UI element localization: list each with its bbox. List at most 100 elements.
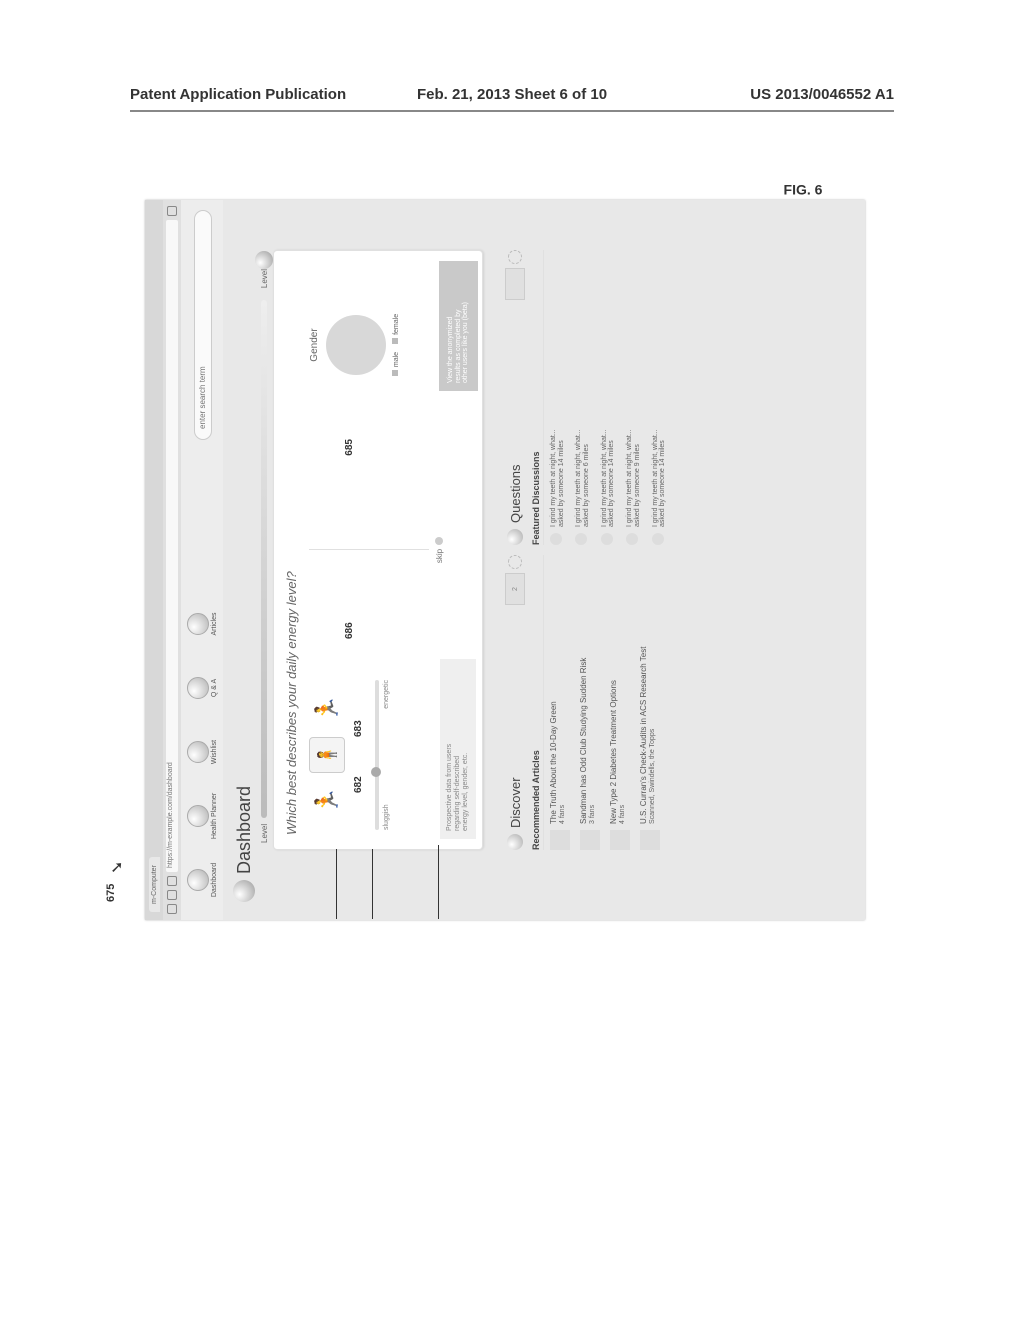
ref-686: 686	[344, 622, 355, 639]
question-text: I grind my teeth at night, what... asked…	[550, 429, 565, 527]
article-item[interactable]: U.S. Curran's Check-Audits in ACS Resear…	[640, 555, 660, 850]
article-title: Sandman has Odd Club Studying Sudden Ris…	[580, 658, 589, 824]
question-avatar	[575, 533, 587, 545]
level-label-left: Level	[260, 824, 269, 843]
energy-glyph-right[interactable]: 🏃	[309, 691, 345, 727]
energy-glyph-row: 🏃 🧍 🏃 682 683	[309, 675, 345, 835]
health-planner-icon	[187, 805, 209, 827]
ref-679-line	[372, 849, 373, 919]
energy-column: 🏃 🧍 🏃 682 683 686	[309, 675, 390, 835]
search-input[interactable]	[194, 210, 212, 440]
discover-gear-icon[interactable]	[508, 555, 522, 569]
question-meta: asked by someone 14 miles	[659, 429, 667, 527]
energy-glyph-left[interactable]: 🏃	[309, 783, 345, 819]
browser-tabbar: m-Computer	[145, 200, 163, 920]
article-item[interactable]: The Truth About the 10-Day Green 4 fans	[550, 555, 570, 850]
energy-glyph-center[interactable]: 🧍	[309, 737, 345, 773]
bookmark-icon[interactable]	[167, 206, 177, 216]
inset-line: Prospective data from users	[446, 667, 454, 831]
quiz-row: 🏃 🧍 🏃 682 683 686	[309, 265, 429, 835]
dashboard-title-icon	[233, 880, 255, 902]
nav-label: Articles	[211, 613, 218, 636]
nav-health-planner[interactable]: Health Planner	[187, 786, 218, 846]
vertical-divider	[309, 550, 429, 551]
article-thumb	[550, 830, 570, 850]
nav-label: Dashboard	[211, 863, 218, 897]
wishlist-icon	[187, 741, 209, 763]
address-bar: https://m-example.com/dashboard	[163, 200, 181, 920]
questions-title: Questions	[508, 464, 523, 523]
question-item[interactable]: I grind my teeth at night, what... asked…	[626, 250, 641, 545]
level-track[interactable]	[261, 300, 267, 818]
article-title: New Type 2 Diabetes Treatment Options	[610, 680, 619, 824]
header-right: US 2013/0046552 A1	[750, 86, 894, 103]
discover-title-group: Discover	[507, 777, 523, 850]
questions-icon	[507, 529, 523, 545]
question-item[interactable]: I grind my teeth at night, what... asked…	[652, 250, 667, 545]
question-title: I grind my teeth at night, what...	[652, 429, 660, 527]
questions-subhead: Featured Discussions	[531, 250, 544, 545]
nav-qa[interactable]: Q & A	[187, 658, 218, 718]
question-item[interactable]: I grind my teeth at night, what... asked…	[575, 250, 590, 545]
dashboard-title-row: Dashboard	[233, 210, 255, 902]
back-icon[interactable]	[167, 904, 177, 914]
nav-dashboard[interactable]: Dashboard	[187, 850, 218, 910]
ref-680-line	[336, 849, 337, 919]
dashboard-title: Dashboard	[234, 786, 255, 874]
article-text: U.S. Curran's Check-Audits in ACS Resear…	[640, 647, 660, 824]
inset-line: energy level, gender, etc.	[462, 667, 470, 831]
questions-gear-icon[interactable]	[508, 250, 522, 264]
nav-wishlist[interactable]: Wishlist	[187, 722, 218, 782]
article-item[interactable]: New Type 2 Diabetes Treatment Options 4 …	[610, 555, 630, 850]
gender-legend: male female	[392, 314, 400, 376]
content-area: 677 Dashboard Level Level Which best des…	[223, 200, 685, 920]
reload-icon[interactable]	[167, 876, 177, 886]
ref-678-line	[438, 845, 439, 919]
question-title: I grind my teeth at night, what...	[626, 429, 634, 527]
gender-column: 685 Gender male female	[309, 265, 400, 425]
callout-line: View the anonymized	[447, 269, 455, 383]
questions-panel: Questions Featured Discussions I grind m…	[505, 250, 677, 545]
article-item[interactable]: Sandman has Odd Club Studying Sudden Ris…	[580, 555, 600, 850]
swatch-female	[392, 338, 398, 344]
question-meta: asked by someone 14 miles	[558, 429, 566, 527]
callout-line: other users like you (beta)	[462, 269, 470, 383]
discover-icon	[507, 834, 523, 850]
nav-label: Q & A	[211, 679, 218, 697]
figure-caption: FIG. 6	[784, 181, 823, 197]
article-title: U.S. Curran's Check-Audits in ACS Resear…	[640, 647, 649, 824]
skip-next-icon[interactable]	[435, 537, 443, 545]
article-title: The Truth About the 10-Day Green	[550, 701, 559, 824]
article-text: Sandman has Odd Club Studying Sudden Ris…	[580, 658, 600, 824]
header-center: Feb. 21, 2013 Sheet 6 of 10	[417, 86, 607, 103]
ref-685: 685	[344, 439, 355, 456]
nav-label: Wishlist	[211, 740, 218, 764]
articles-icon	[187, 613, 209, 635]
ref-682: 682	[353, 776, 364, 793]
energy-slider[interactable]	[375, 680, 379, 830]
figure-wrapper: 675 ➘ m-Computer https://m-example.com/d…	[145, 200, 865, 920]
question-item[interactable]: I grind my teeth at night, what... asked…	[601, 250, 616, 545]
slider-max: energetic	[383, 680, 390, 709]
ref-675-arrow: ➘	[107, 861, 127, 874]
article-thumb	[580, 830, 600, 850]
discover-panel: Discover 2 Recommended Articles The Trut…	[505, 555, 677, 850]
forward-icon[interactable]	[167, 890, 177, 900]
callout-line: results as completed by	[455, 269, 463, 383]
question-text: I grind my teeth at night, what... asked…	[575, 429, 590, 527]
level-label-right: Level	[260, 269, 269, 288]
patent-header: Patent Application Publication Feb. 21, …	[130, 86, 894, 103]
questions-head: Questions	[505, 250, 525, 545]
url-field[interactable]: https://m-example.com/dashboard	[166, 220, 178, 872]
article-sub: 4 fans	[559, 701, 567, 824]
article-sub: 3 fans	[589, 658, 597, 824]
question-item[interactable]: I grind my teeth at night, what... asked…	[550, 250, 565, 545]
browser-tab[interactable]: m-Computer	[149, 857, 160, 912]
nav-articles[interactable]: Articles	[187, 594, 218, 654]
article-thumb	[610, 830, 630, 850]
nav-label: Health Planner	[211, 793, 218, 839]
article-text: The Truth About the 10-Day Green 4 fans	[550, 701, 570, 824]
slider-thumb[interactable]	[371, 768, 381, 778]
article-sub: 4 fans	[619, 680, 627, 824]
skip-button[interactable]: skip	[435, 549, 444, 563]
